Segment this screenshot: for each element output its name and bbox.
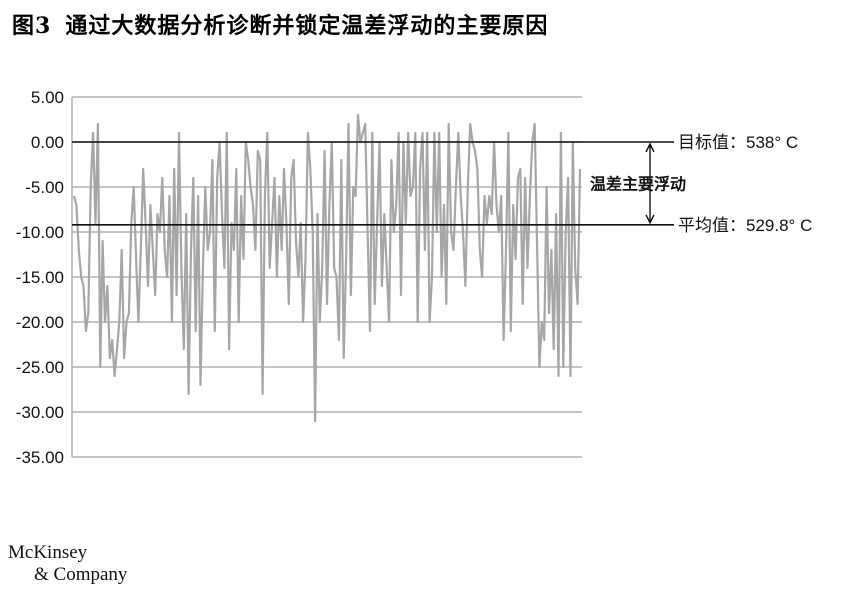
series-line [72, 113, 582, 423]
y-tick-label: 0.00 [31, 133, 64, 152]
y-tick-label: -25.00 [16, 358, 64, 377]
y-tick-label: -35.00 [16, 448, 64, 467]
average-value-label: 平均值：529.8° C [678, 216, 812, 235]
y-tick-label: -15.00 [16, 268, 64, 287]
y-tick-label: -5.00 [25, 178, 64, 197]
y-tick-label: 5.00 [31, 88, 64, 107]
arrow-head-down [645, 214, 655, 225]
y-tick-label: -20.00 [16, 313, 64, 332]
y-tick-label: -30.00 [16, 403, 64, 422]
arrow-head-up [645, 142, 655, 153]
logo-line-1: McKinsey [8, 542, 88, 563]
y-tick-label: -10.00 [16, 223, 64, 242]
logo-line-2: & Company [34, 564, 128, 585]
figure-label: 图3 [12, 13, 52, 39]
fluctuation-annotation: 温差主要浮动 [589, 174, 686, 193]
target-value-label: 目标值：538° C [678, 133, 798, 152]
title-text: 通过大数据分析诊断并锁定温差浮动的主要原因 [65, 13, 549, 39]
mckinsey-logo: McKinsey & Company [8, 542, 127, 586]
chart-title: 图3 通过大数据分析诊断并锁定温差浮动的主要原因 [12, 8, 548, 40]
